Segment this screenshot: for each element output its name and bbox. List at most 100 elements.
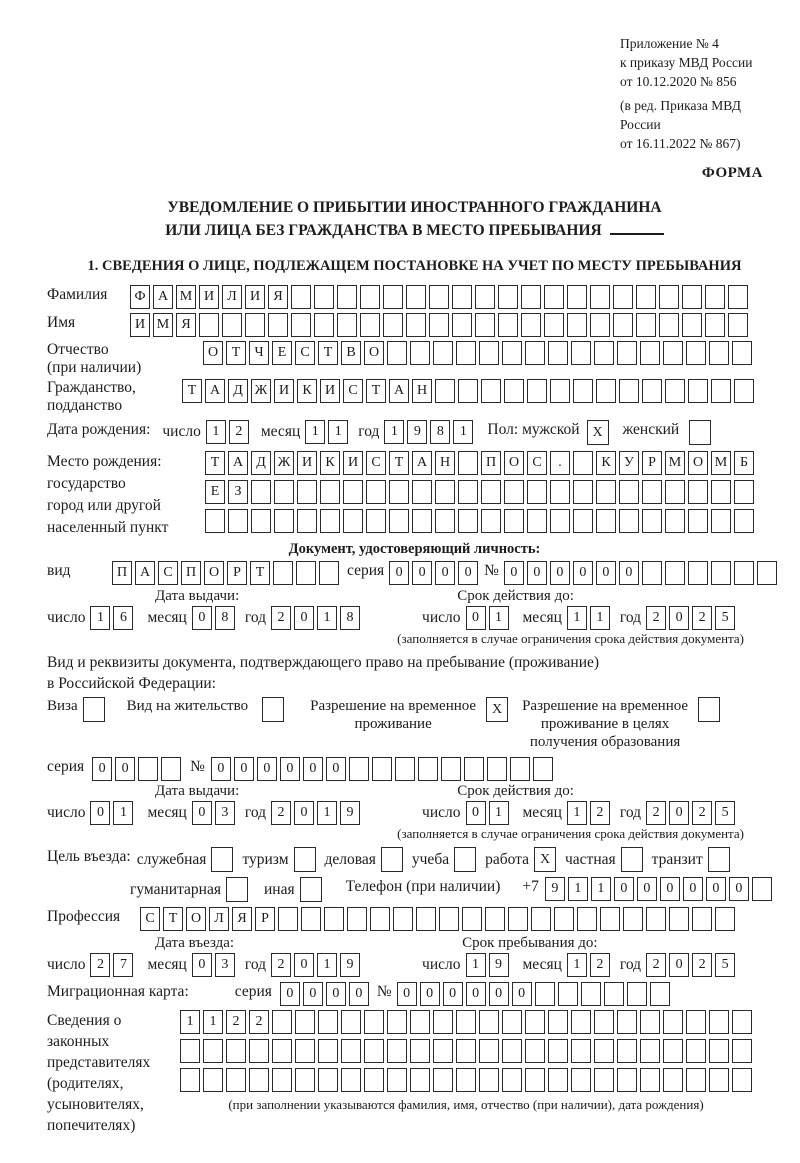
char-cell[interactable]: Т: [205, 451, 225, 475]
char-cell[interactable]: [435, 480, 455, 504]
char-cell[interactable]: [617, 341, 637, 365]
char-cell[interactable]: 0: [636, 877, 657, 901]
char-cell[interactable]: [663, 1068, 683, 1092]
char-cell[interactable]: 1: [488, 801, 509, 825]
char-cell[interactable]: [636, 285, 656, 309]
char-cell[interactable]: [567, 285, 587, 309]
char-cell[interactable]: Н: [412, 379, 432, 403]
char-cell[interactable]: [364, 1010, 384, 1034]
char-cell[interactable]: [663, 341, 683, 365]
char-cell[interactable]: 2: [226, 1010, 246, 1034]
char-cell[interactable]: И: [343, 451, 363, 475]
char-cell[interactable]: У: [619, 451, 639, 475]
char-cell[interactable]: [502, 1068, 522, 1092]
char-cell[interactable]: [410, 341, 430, 365]
char-cell[interactable]: [370, 907, 390, 931]
char-cell[interactable]: [481, 480, 501, 504]
char-cell[interactable]: [295, 1068, 315, 1092]
char-cell[interactable]: О: [688, 451, 708, 475]
char-cell[interactable]: 2: [646, 801, 667, 825]
char-cell[interactable]: С: [140, 907, 160, 931]
char-cell[interactable]: [297, 480, 317, 504]
char-cell[interactable]: [251, 509, 271, 533]
char-cell[interactable]: С: [527, 451, 547, 475]
char-cell[interactable]: 2: [692, 606, 713, 630]
char-cell[interactable]: [291, 285, 311, 309]
char-cell[interactable]: 0: [465, 982, 486, 1006]
char-cell[interactable]: [544, 313, 564, 337]
char-cell[interactable]: [268, 313, 288, 337]
char-cell[interactable]: [665, 379, 685, 403]
char-cell[interactable]: 0: [302, 757, 323, 781]
char-cell[interactable]: [550, 509, 570, 533]
char-cell[interactable]: 0: [233, 757, 254, 781]
char-cell[interactable]: [456, 1068, 476, 1092]
char-cell[interactable]: [594, 1039, 614, 1063]
char-cell[interactable]: 0: [618, 561, 639, 585]
char-cell[interactable]: [291, 313, 311, 337]
char-cell[interactable]: [640, 1039, 660, 1063]
char-cell[interactable]: [756, 561, 777, 585]
char-cell[interactable]: 2: [646, 606, 667, 630]
char-cell[interactable]: [439, 907, 459, 931]
char-cell[interactable]: Ж: [251, 379, 271, 403]
char-cell[interactable]: 0: [325, 757, 346, 781]
char-cell[interactable]: [613, 313, 633, 337]
char-cell[interactable]: [341, 1039, 361, 1063]
char-cell[interactable]: 0: [669, 606, 690, 630]
char-cell[interactable]: Н: [435, 451, 455, 475]
char-cell[interactable]: [504, 379, 524, 403]
char-cell[interactable]: [617, 1010, 637, 1034]
char-cell[interactable]: [341, 1068, 361, 1092]
char-cell[interactable]: 1: [305, 420, 326, 444]
char-cell[interactable]: [573, 379, 593, 403]
char-cell[interactable]: 0: [294, 953, 315, 977]
char-cell[interactable]: 1: [328, 420, 349, 444]
char-cell[interactable]: [433, 1039, 453, 1063]
char-cell[interactable]: 0: [526, 561, 547, 585]
char-cell[interactable]: [688, 509, 708, 533]
char-cell[interactable]: 8: [214, 606, 235, 630]
char-cell[interactable]: .: [550, 451, 570, 475]
char-cell[interactable]: Т: [366, 379, 386, 403]
char-cell[interactable]: [613, 285, 633, 309]
char-cell[interactable]: [262, 697, 285, 722]
char-cell[interactable]: 1: [566, 953, 587, 977]
char-cell[interactable]: X: [586, 420, 609, 445]
char-cell[interactable]: 9: [340, 953, 361, 977]
char-cell[interactable]: [454, 847, 477, 872]
char-cell[interactable]: [348, 757, 369, 781]
char-cell[interactable]: [458, 379, 478, 403]
char-cell[interactable]: [596, 379, 616, 403]
char-cell[interactable]: 0: [465, 606, 486, 630]
char-cell[interactable]: [734, 509, 754, 533]
char-cell[interactable]: 0: [279, 982, 300, 1006]
char-cell[interactable]: [364, 1068, 384, 1092]
char-cell[interactable]: [226, 1039, 246, 1063]
char-cell[interactable]: Р: [227, 561, 247, 585]
char-cell[interactable]: [709, 1010, 729, 1034]
char-cell[interactable]: [709, 1039, 729, 1063]
char-cell[interactable]: [318, 1068, 338, 1092]
char-cell[interactable]: 9: [544, 877, 565, 901]
char-cell[interactable]: [366, 480, 386, 504]
char-cell[interactable]: [481, 509, 501, 533]
char-cell[interactable]: 0: [458, 561, 479, 585]
char-cell[interactable]: 3: [214, 953, 235, 977]
char-cell[interactable]: [590, 313, 610, 337]
char-cell[interactable]: [479, 1010, 499, 1034]
char-cell[interactable]: [532, 757, 553, 781]
char-cell[interactable]: [502, 341, 522, 365]
char-cell[interactable]: [590, 285, 610, 309]
char-cell[interactable]: [452, 285, 472, 309]
char-cell[interactable]: [664, 561, 685, 585]
char-cell[interactable]: [180, 1068, 200, 1092]
char-cell[interactable]: [387, 1068, 407, 1092]
char-cell[interactable]: 0: [294, 801, 315, 825]
char-cell[interactable]: [571, 1010, 591, 1034]
char-cell[interactable]: А: [389, 379, 409, 403]
char-cell[interactable]: [462, 907, 482, 931]
char-cell[interactable]: 0: [442, 982, 463, 1006]
char-cell[interactable]: [347, 907, 367, 931]
char-cell[interactable]: [485, 907, 505, 931]
